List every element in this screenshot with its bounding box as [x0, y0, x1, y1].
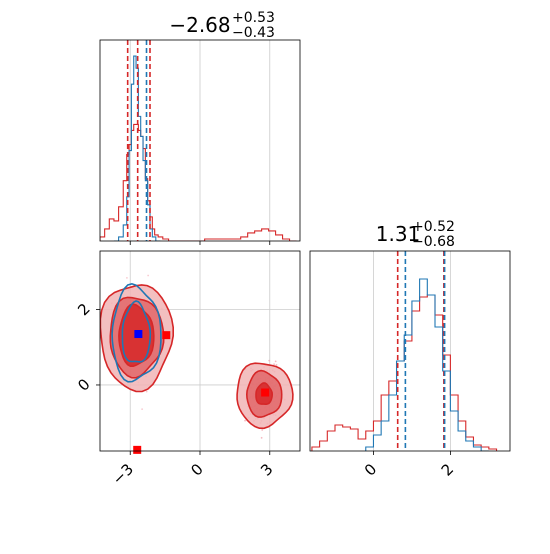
marker-2	[261, 388, 270, 397]
param2-hist-series-0	[311, 294, 498, 451]
param2-marginal-grid	[373, 251, 451, 451]
scatter-point	[273, 363, 275, 366]
param2-x-tick-label: 0	[361, 460, 380, 479]
param1-title: −2.68	[169, 13, 230, 37]
scatter-point	[141, 408, 144, 411]
param1-title-value: −2.68	[169, 13, 230, 37]
param1-title-sub: −0.43	[232, 25, 275, 41]
blue-contour-level-1	[121, 300, 152, 363]
joint-y-tick-label: 0	[74, 375, 93, 394]
scatter-point	[261, 429, 264, 431]
param2-marginal-quantile-lines	[396, 251, 446, 451]
marker-0	[134, 330, 143, 339]
joint-contour-panel: −3 0 3 2 0	[74, 250, 301, 488]
param2-title-sup: +0.52	[412, 219, 455, 235]
param1-title-sup: +0.53	[232, 10, 275, 26]
param2-title: 1.31	[376, 222, 421, 246]
param2-hist-series-1	[365, 278, 489, 451]
param2-title-sub: −0.68	[412, 234, 455, 250]
joint-y-tick-label: 2	[74, 300, 93, 319]
scatter-point	[147, 274, 150, 277]
param1-marginal-ticks	[129, 241, 271, 245]
param1-marginal-panel: −2.68 +0.53 −0.43	[99, 10, 301, 245]
marker-1	[162, 331, 171, 340]
marker-3	[133, 445, 142, 454]
param1-marginal-histograms	[100, 55, 297, 241]
param2-title-value: 1.31	[376, 222, 421, 246]
param1-marginal-grid	[129, 40, 271, 241]
joint-x-tick-label: 0	[187, 460, 206, 479]
param2-x-tick-label: 2	[438, 460, 457, 479]
scatter-point	[260, 436, 263, 439]
scatter-point	[268, 359, 271, 362]
scatter-point	[244, 419, 246, 422]
joint-x-tick-label: 3	[257, 460, 276, 479]
joint-markers	[133, 330, 270, 454]
param1-marginal-quantile-lines	[126, 40, 151, 241]
scatter-point	[274, 360, 277, 363]
joint-contours	[100, 282, 294, 430]
scatter-point	[145, 390, 148, 393]
param2-marginal-histograms	[311, 278, 498, 451]
scatter-point	[275, 363, 278, 366]
scatter-point	[126, 276, 128, 279]
blue-contour-level-0	[111, 282, 162, 383]
param1-hist-series-0	[100, 123, 297, 241]
param2-marginal-frame	[309, 250, 511, 452]
joint-x-tick-label: −3	[109, 460, 137, 488]
